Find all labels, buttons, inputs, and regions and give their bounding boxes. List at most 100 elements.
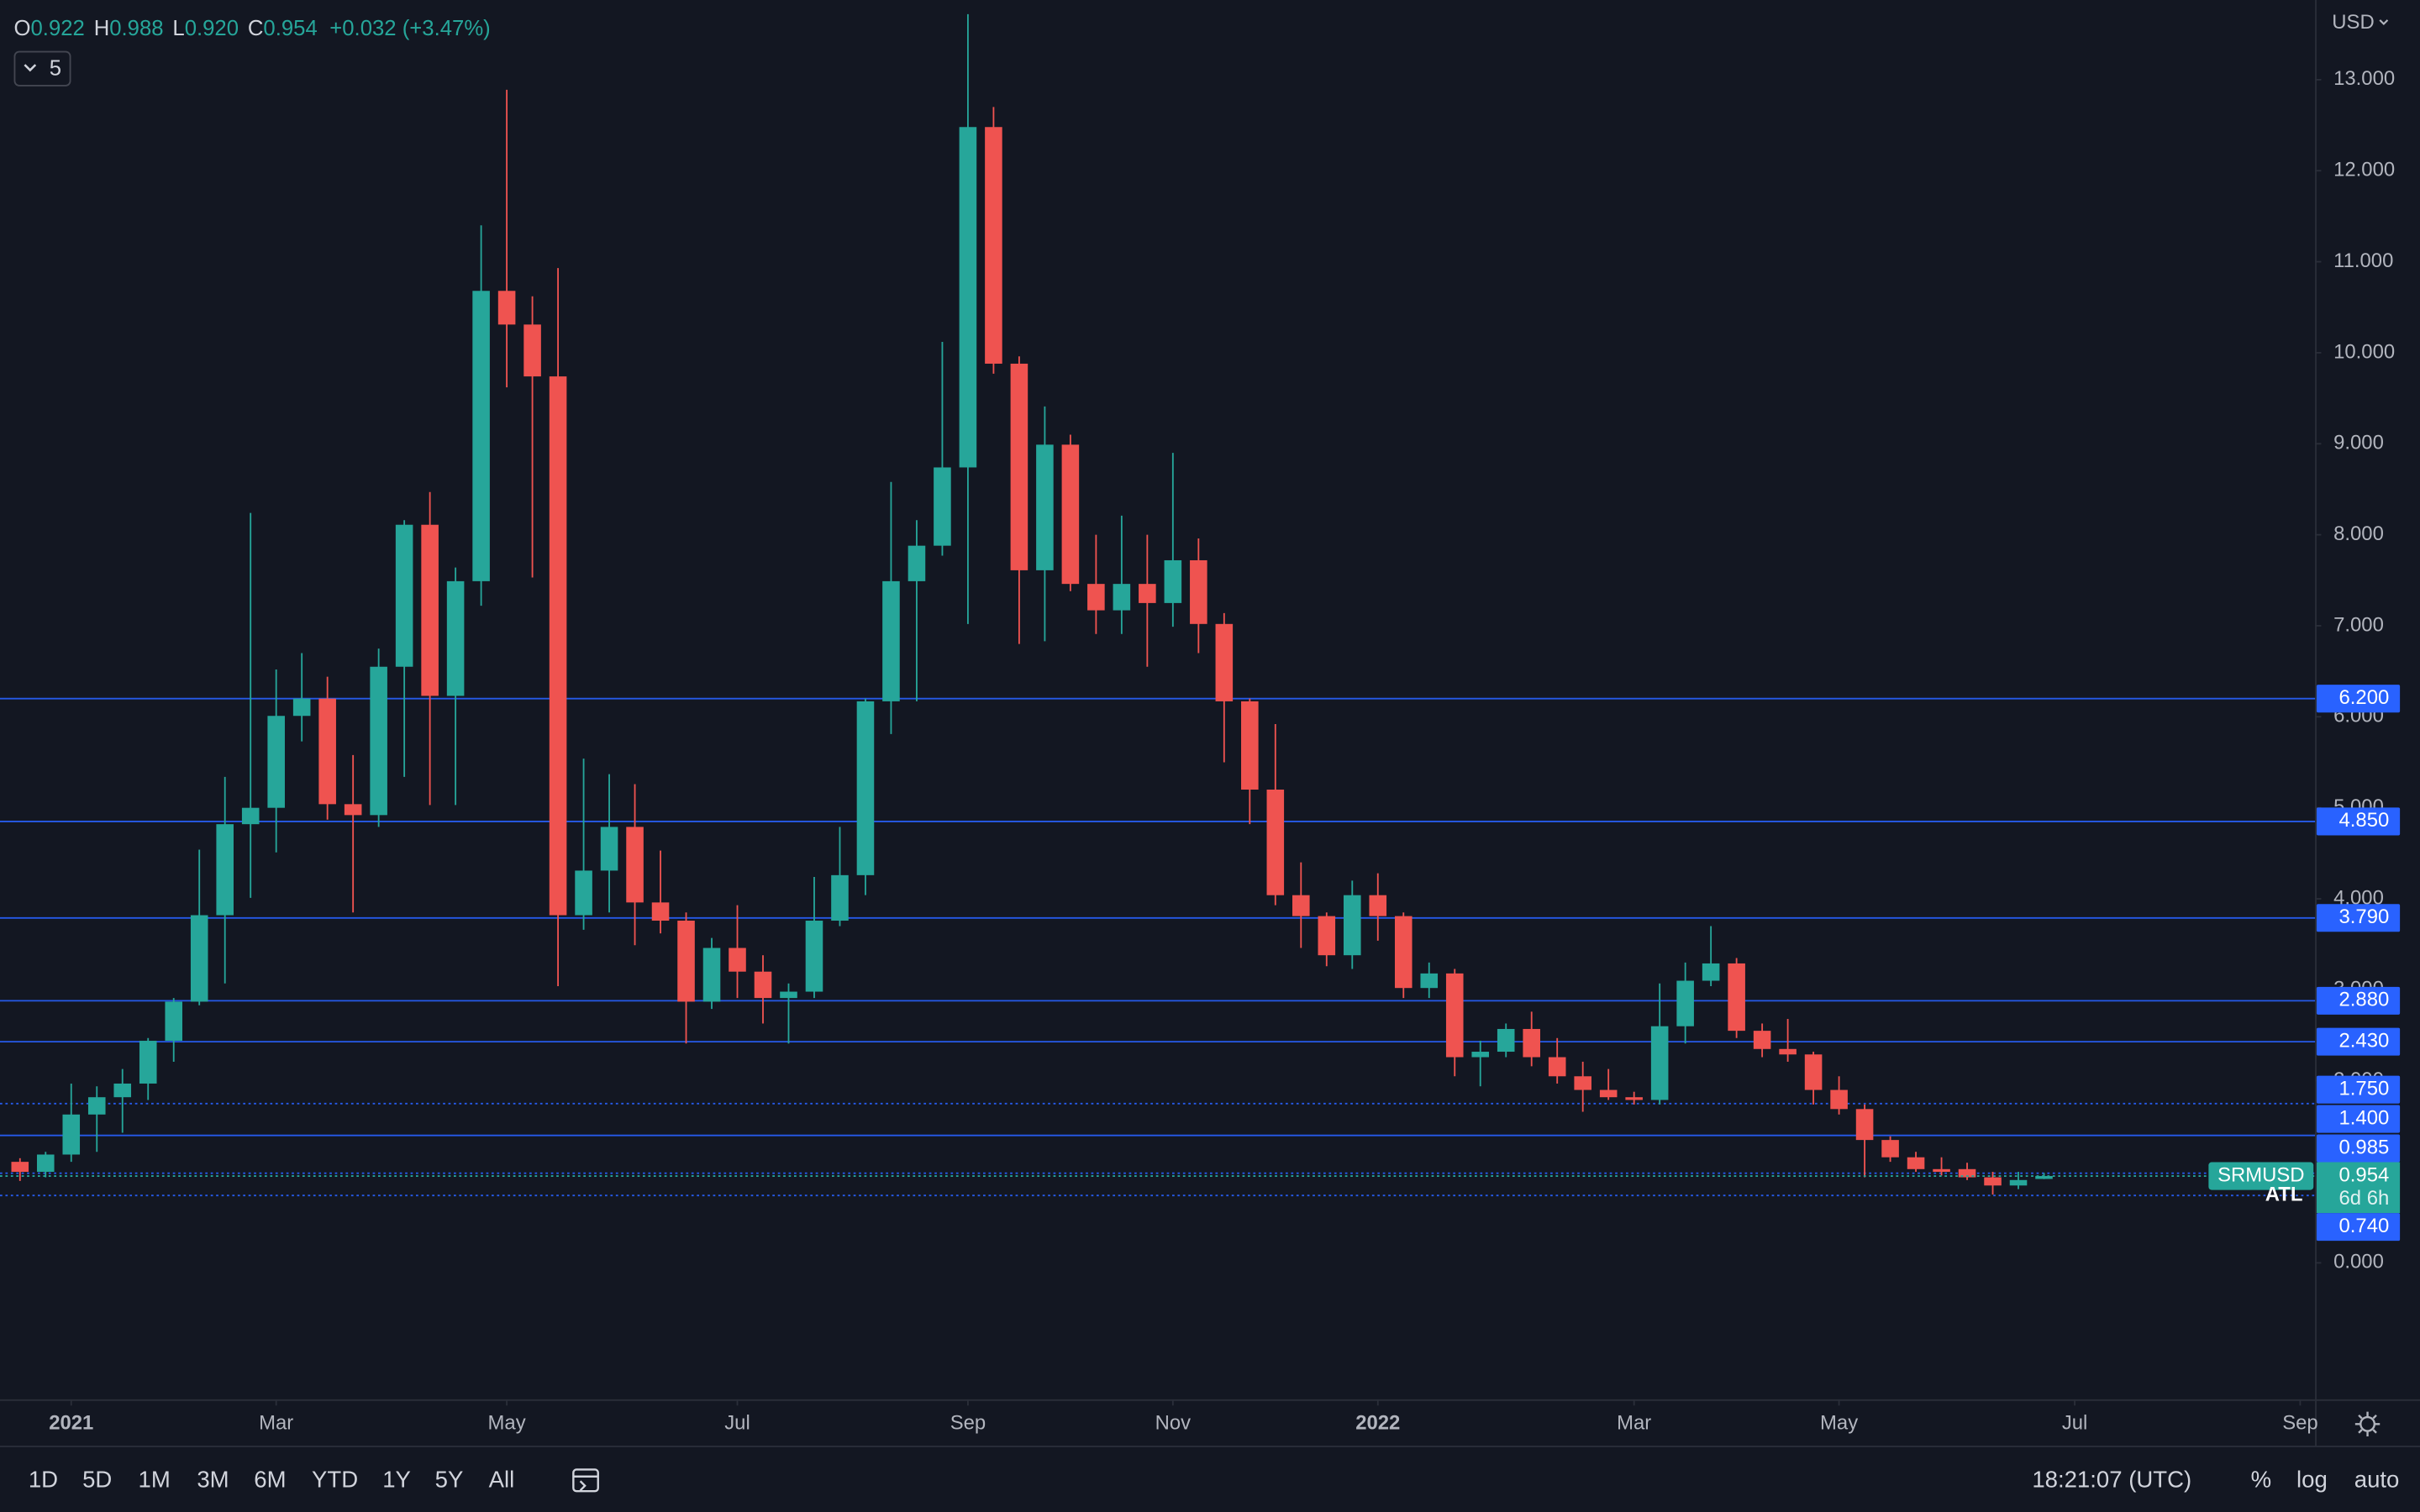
currency[interactable]: USD xyxy=(2332,11,2374,34)
scale-option[interactable]: log xyxy=(2296,1467,2328,1493)
ohlc-value: 0.920 xyxy=(185,17,239,40)
candle-body xyxy=(318,698,336,805)
candle-body xyxy=(1241,701,1259,790)
range-button[interactable]: 5Y xyxy=(435,1467,464,1493)
scale-option[interactable]: % xyxy=(2251,1467,2272,1493)
candle-body xyxy=(1574,1076,1591,1090)
candle-body xyxy=(1139,584,1156,603)
level-label: 3.790 xyxy=(2339,906,2390,928)
range-button[interactable]: 3M xyxy=(197,1467,229,1493)
y-tick-label: 7.000 xyxy=(2333,613,2384,636)
candle-body xyxy=(1061,444,1080,585)
candle-body xyxy=(1728,963,1745,1032)
candle-body xyxy=(2009,1179,2028,1186)
candle-body xyxy=(523,324,541,377)
ohlc-value: 0.954 xyxy=(263,17,317,40)
candle-body xyxy=(702,948,721,1002)
ohlc-letter: L xyxy=(172,17,184,40)
toolbar: 1D 5D 1M 3M 6M YTD 1Y 5Y All 18:21:07 (UTC)% log au… xyxy=(29,1467,2400,1493)
gear[interactable] xyxy=(2360,1415,2376,1432)
candle-body xyxy=(165,1001,183,1042)
currency-menu[interactable]: USD xyxy=(2332,11,2389,34)
candle-body xyxy=(1676,980,1694,1026)
candle-body xyxy=(1933,1168,1950,1173)
y-tick-label: 8.000 xyxy=(2333,522,2384,545)
x-tick-label: Jul xyxy=(2062,1412,2088,1435)
candle-body xyxy=(1804,1054,1823,1090)
range-button[interactable]: 1D xyxy=(29,1467,58,1493)
price-label: 0.954 xyxy=(2339,1163,2390,1186)
candle-body xyxy=(1830,1089,1848,1110)
y-tick-label: 10.000 xyxy=(2333,340,2395,363)
y-tick-label: 0.000 xyxy=(2333,1251,2384,1273)
ohlc-value: 0.988 xyxy=(109,17,163,40)
candle-body xyxy=(1318,916,1336,956)
candle-body xyxy=(216,824,234,916)
candle-body xyxy=(1292,895,1310,916)
ohlc-letter: C xyxy=(248,17,264,40)
candle-body xyxy=(1907,1157,1925,1169)
level-label: 1.400 xyxy=(2339,1106,2390,1129)
y-tick-label: 11.000 xyxy=(2333,249,2393,272)
candle-body xyxy=(1471,1052,1490,1058)
range-button[interactable]: YTD xyxy=(312,1467,358,1493)
candle-body xyxy=(1394,916,1413,989)
level-badge xyxy=(2316,1075,2401,1104)
candle-body xyxy=(395,524,413,667)
candle-body xyxy=(1190,559,1207,624)
countdown: 6d 6h xyxy=(2339,1187,2390,1210)
toggle-box[interactable] xyxy=(13,50,71,87)
candle-body xyxy=(626,827,644,903)
candle-body xyxy=(370,666,387,816)
date-range-icon[interactable] xyxy=(572,1468,599,1493)
candle-body xyxy=(1164,559,1182,603)
candle-body xyxy=(1548,1057,1566,1077)
level-label: 0.985 xyxy=(2339,1136,2390,1158)
candle-body xyxy=(11,1162,29,1173)
candle-body xyxy=(421,524,439,696)
level-label: 2.880 xyxy=(2339,989,2390,1011)
calendar[interactable] xyxy=(572,1468,599,1493)
candle-body xyxy=(1625,1097,1643,1100)
candle-body xyxy=(677,921,695,1002)
candle-body xyxy=(1855,1109,1874,1141)
candle-body xyxy=(472,291,490,581)
candle-body xyxy=(780,991,797,999)
range-button[interactable]: 1Y xyxy=(382,1467,411,1493)
candle-body xyxy=(959,127,977,468)
level-label: 4.850 xyxy=(2339,809,2390,832)
scale-option[interactable]: auto xyxy=(2354,1467,2400,1493)
range-button[interactable]: All xyxy=(489,1467,515,1493)
candle-body xyxy=(651,902,670,921)
candle-body xyxy=(1523,1028,1540,1058)
range-button[interactable]: 1M xyxy=(139,1467,171,1493)
candle-body xyxy=(1702,963,1720,981)
candle-body xyxy=(1010,363,1028,570)
symbol-badge xyxy=(2208,1162,2314,1190)
candle-body xyxy=(1958,1168,1976,1178)
ohlc-value: 0.922 xyxy=(31,17,85,40)
candle-body xyxy=(1445,973,1464,1058)
candle-body xyxy=(113,1083,132,1098)
ohlc-legend: O0.922 H0.988 L0.920 C0.954 +0.032 (+3.4… xyxy=(14,17,491,40)
level-badge xyxy=(2316,1105,2401,1133)
candle-body xyxy=(190,915,208,1002)
symbol-label: SRMUSD xyxy=(2217,1163,2304,1186)
clock: 18:21:07 (UTC) xyxy=(2032,1467,2191,1493)
range-button[interactable]: 6M xyxy=(254,1467,286,1493)
price-badge xyxy=(2316,1162,2401,1214)
level-badge xyxy=(2316,685,2401,713)
candle-body xyxy=(1420,973,1439,989)
x-tick-label: Nov xyxy=(1155,1412,1191,1435)
range-button[interactable]: 5D xyxy=(82,1467,112,1493)
settings-icon[interactable] xyxy=(2354,1411,2381,1436)
y-tick-label: 9.000 xyxy=(2333,432,2384,454)
candle-body xyxy=(446,580,465,696)
candle-body xyxy=(1215,623,1234,701)
ohlc-letter: O xyxy=(14,17,31,40)
candle-body xyxy=(1650,1026,1669,1100)
candle-body xyxy=(36,1154,55,1173)
level-badge xyxy=(2316,904,2401,932)
indicator-toggle[interactable]: 5 xyxy=(13,50,71,87)
y-tick-label: 12.000 xyxy=(2333,159,2395,181)
